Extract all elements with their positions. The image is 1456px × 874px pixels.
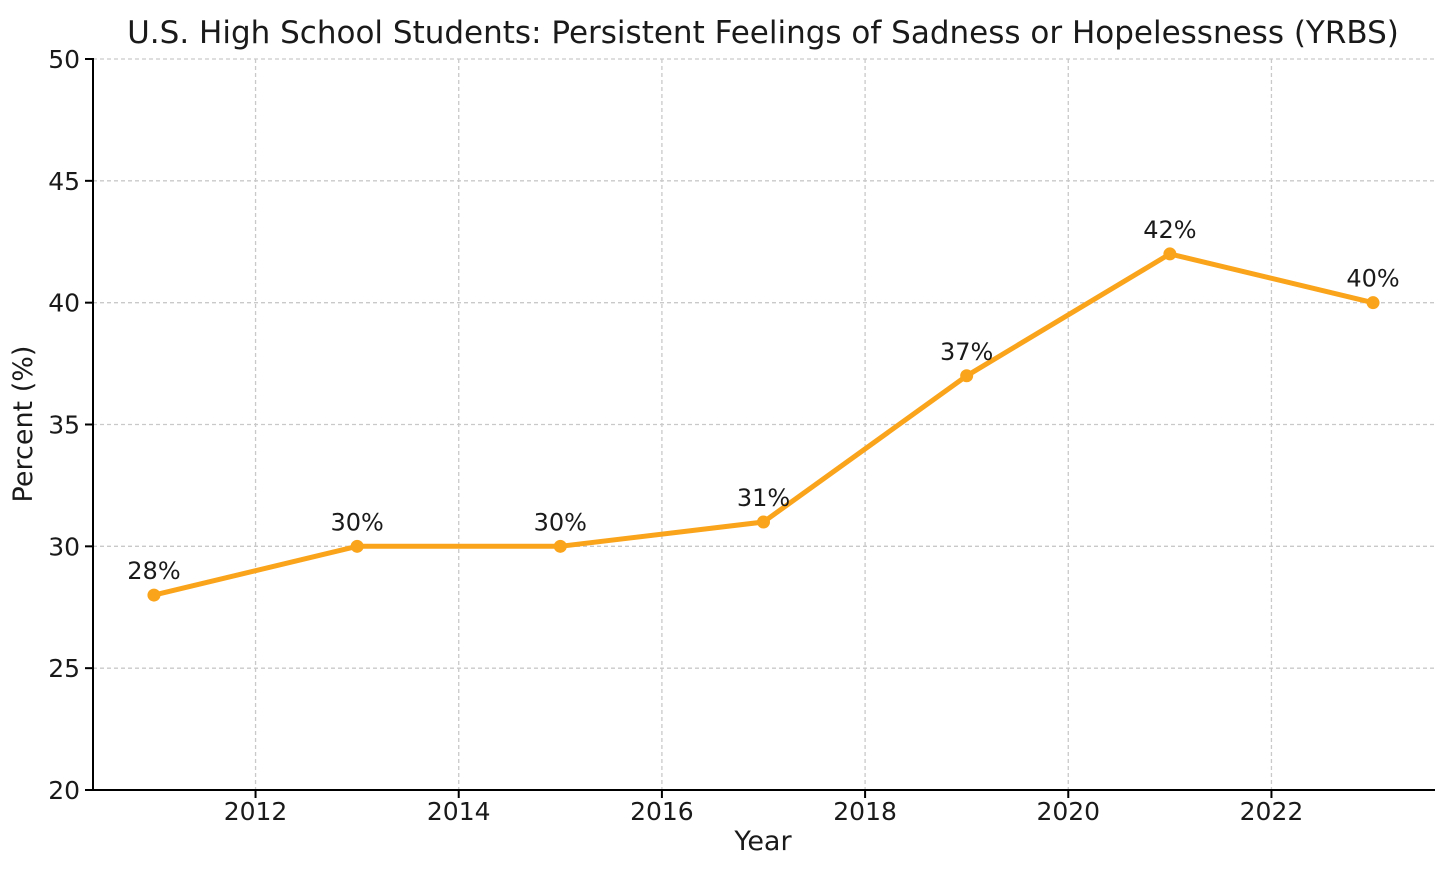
x-axis-label: Year bbox=[733, 826, 792, 857]
data-point-label: 31% bbox=[737, 484, 790, 512]
data-point-marker bbox=[350, 539, 364, 553]
chart-title: U.S. High School Students: Persistent Fe… bbox=[127, 15, 1399, 51]
y-tick-label: 35 bbox=[48, 411, 80, 440]
x-tick-label: 2012 bbox=[224, 797, 288, 826]
y-tick-label: 50 bbox=[48, 45, 80, 74]
x-tick-label: 2016 bbox=[630, 797, 694, 826]
x-tick-label: 2018 bbox=[833, 797, 897, 826]
data-point-label: 28% bbox=[127, 557, 180, 585]
y-tick-label: 20 bbox=[48, 776, 80, 805]
data-point-marker bbox=[147, 588, 161, 602]
y-tick-label: 40 bbox=[48, 289, 80, 318]
data-point-marker bbox=[757, 515, 770, 529]
x-tick-label: 2022 bbox=[1240, 797, 1304, 826]
x-tick-label: 2014 bbox=[427, 797, 491, 826]
data-point-label: 30% bbox=[534, 508, 587, 536]
grid-layer bbox=[93, 58, 1434, 791]
data-point-label: 42% bbox=[1143, 216, 1196, 244]
data-point-marker bbox=[1163, 247, 1177, 261]
y-tick-label: 30 bbox=[48, 532, 80, 561]
series-polyline bbox=[151, 251, 1376, 598]
data-point-label: 40% bbox=[1346, 265, 1399, 293]
x-tick-label: 2020 bbox=[1036, 797, 1100, 826]
data-series: 28% 30% 30% 31% 37% 42% 40% bbox=[127, 216, 1400, 602]
axis-layer: 20 25 30 35 40 45 50 2012 2014 2016 2018 2020 2022 bbox=[48, 45, 1435, 826]
data-point-label: 37% bbox=[940, 338, 993, 366]
data-point-marker bbox=[960, 369, 974, 383]
data-point-label: 30% bbox=[330, 508, 383, 536]
data-point-marker bbox=[553, 539, 567, 553]
y-tick-label: 45 bbox=[48, 167, 80, 196]
y-axis-label: Percent (%) bbox=[8, 346, 39, 503]
y-tick-label: 25 bbox=[48, 654, 80, 683]
data-point-marker bbox=[1366, 296, 1380, 310]
